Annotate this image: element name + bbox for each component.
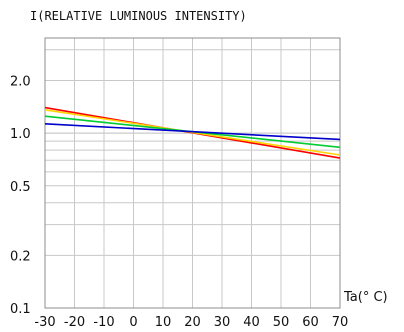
y-tick-label: 0.1 — [10, 302, 31, 317]
y-tick-labels: 0.1 0.2 0.5 1.0 2.0 — [10, 74, 31, 317]
y-tick-label: 1.0 — [10, 127, 31, 142]
y-tick-label: 2.0 — [10, 74, 31, 89]
x-tick-label: 70 — [332, 315, 349, 330]
x-tick-label: 30 — [214, 315, 231, 330]
plot-frame — [44, 37, 341, 309]
y-tick-label: 0.5 — [10, 180, 31, 195]
x-tick-label: -20 — [64, 315, 85, 330]
x-tick-label: 10 — [155, 315, 172, 330]
series-group — [44, 106, 341, 159]
grid — [44, 38, 341, 308]
x-tick-label: -30 — [34, 315, 55, 330]
x-tick-label: -10 — [93, 315, 114, 330]
x-tick-label: 50 — [273, 315, 290, 330]
x-axis-label: Ta(° C) — [343, 290, 388, 305]
y-tick-label: 0.2 — [10, 249, 31, 264]
series-line-4 — [44, 123, 341, 141]
chart-title: I(RELATIVE LUMINOUS INTENSITY) — [30, 9, 247, 23]
x-tick-labels: -30 -20 -10 0 10 20 30 40 50 60 70 — [34, 315, 348, 330]
x-tick-label: 0 — [129, 315, 137, 330]
x-tick-label: 20 — [184, 315, 201, 330]
x-tick-label: 60 — [302, 315, 319, 330]
x-tick-label: 40 — [243, 315, 260, 330]
